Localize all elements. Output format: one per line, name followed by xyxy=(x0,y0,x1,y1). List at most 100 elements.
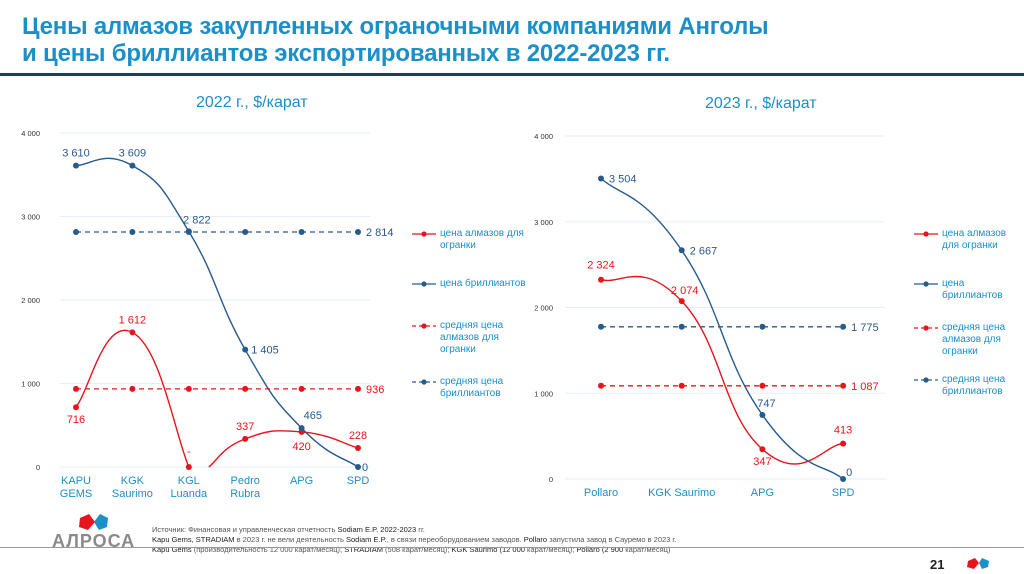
data-label: 0 xyxy=(846,467,852,479)
legend-2022: цена алмазов для огранки цена бриллиантов… xyxy=(412,228,537,400)
chart-2022-title: 2022 г., $/карат xyxy=(196,94,308,111)
footnote-text: карат/месяц) xyxy=(623,545,671,554)
legend-item: средняя цена алмазов для огранки xyxy=(914,322,1019,358)
legend-item: цена алмазов для огранки xyxy=(914,228,1019,252)
footnote-text: в 2023 г. не вели деятельность xyxy=(234,535,346,544)
data-label: 2 324 xyxy=(587,260,615,272)
data-point xyxy=(678,298,685,305)
legend-label: цена алмазов для огранки xyxy=(942,228,1007,251)
y-tick-label: 3 000 xyxy=(21,213,40,222)
data-point xyxy=(840,382,847,389)
data-label: 747 xyxy=(757,398,775,410)
data-label: 1 405 xyxy=(251,345,279,357)
y-tick-label: 0 xyxy=(549,475,553,484)
data-label: 2 667 xyxy=(690,245,718,257)
legend-swatch-icon xyxy=(412,231,436,237)
data-point xyxy=(678,323,685,330)
data-label: 347 xyxy=(753,456,771,468)
footnote-text: (508 карат/месяц); xyxy=(382,545,452,554)
legend-label: средняя цена бриллиантов xyxy=(440,376,504,399)
x-category-label-line: GEMS xyxy=(60,488,92,500)
x-category-label-line: KGK xyxy=(121,475,145,487)
data-point xyxy=(598,323,604,330)
data-point xyxy=(185,385,192,392)
data-label: 337 xyxy=(236,421,254,433)
footnote-text: KGK Saurimo (12 000 xyxy=(451,545,525,554)
x-category-label-line: KAPU xyxy=(61,475,91,487)
footnote-text: STRADIAM xyxy=(344,545,383,554)
data-point xyxy=(73,404,79,411)
footnote-text: Pollaro (2 900 xyxy=(576,545,624,554)
legend-item: цена бриллиантов xyxy=(412,278,537,290)
y-tick-label: 2 000 xyxy=(21,296,40,305)
data-point xyxy=(185,464,192,470)
legend-swatch-icon xyxy=(412,379,436,385)
footnote-line-3: Kapu Gems (производительность 12 000 кар… xyxy=(152,545,676,555)
data-point xyxy=(678,382,685,389)
data-label: - xyxy=(187,446,191,458)
data-point xyxy=(242,229,249,236)
data-point xyxy=(840,476,847,482)
data-label: 228 xyxy=(349,430,367,442)
x-category-label: KGK Saurimo xyxy=(112,475,153,500)
legend-label: средняя цена алмазов для огранки xyxy=(440,320,504,355)
data-point xyxy=(355,444,361,451)
data-point xyxy=(759,446,766,453)
data-point xyxy=(759,382,766,389)
footnote-text: Kapu Gems, STRADIAM xyxy=(152,535,235,544)
footnote-text: Sodiam E.P. 2022-2023 xyxy=(337,525,417,534)
x-category-label-line: Luanda xyxy=(170,488,208,500)
legend-label: средняя цена бриллиантов xyxy=(942,374,1006,397)
series-line xyxy=(208,430,359,468)
page-number: 21 xyxy=(930,557,945,572)
legend-label: средняя цена алмазов для огранки xyxy=(942,322,1006,357)
legend-swatch-icon xyxy=(914,281,938,287)
data-point xyxy=(129,162,136,169)
y-tick-label: 4 000 xyxy=(21,129,40,138)
slide-title: Цены алмазов закупленных ограночными ком… xyxy=(22,13,769,67)
footnote-text: , в связи переоборудованием заводов. xyxy=(386,535,524,544)
data-label: 2 822 xyxy=(183,214,211,226)
footnote-line-2: Kapu Gems, STRADIAM в 2023 г. не вели де… xyxy=(152,535,676,545)
x-category-label-line: Rubra xyxy=(230,488,261,500)
data-point xyxy=(840,440,847,447)
data-point xyxy=(242,385,249,392)
footnote-text: Sodiam E.P. xyxy=(345,535,387,544)
legend-swatch-icon xyxy=(412,281,436,287)
x-category-label: KGL Luanda xyxy=(170,475,208,500)
data-point xyxy=(759,411,766,418)
data-point xyxy=(840,323,847,330)
data-point xyxy=(242,346,249,353)
data-label: 936 xyxy=(366,384,384,396)
x-category-label: APG xyxy=(751,487,774,499)
legend-2023: цена алмазов для огранки цена бриллиантов… xyxy=(914,228,1019,398)
legend-item: цена бриллиантов xyxy=(914,278,1019,302)
legend-item: средняя цена бриллиантов xyxy=(412,376,537,400)
data-label: 0 xyxy=(362,462,368,474)
data-point xyxy=(129,229,136,236)
legend-swatch-icon xyxy=(412,323,436,329)
data-point xyxy=(129,385,136,392)
y-tick-label: 2 000 xyxy=(534,304,553,313)
chart-2023-title: 2023 г., $/карат xyxy=(705,95,817,112)
data-label: 1 775 xyxy=(851,322,879,334)
data-label: 413 xyxy=(834,425,852,437)
data-label: 1 612 xyxy=(119,314,147,326)
legend-item: цена алмазов для огранки xyxy=(412,228,537,252)
y-tick-label: 4 000 xyxy=(534,132,553,141)
legend-label: цена бриллиантов xyxy=(440,278,526,289)
legend-label: цена бриллиантов xyxy=(942,278,1003,301)
footnote-text: Pollaro xyxy=(523,535,548,544)
footnote-text: гг. xyxy=(416,525,425,534)
chart-2023: 0 1 000 2 000 3 000 4 000 Pollaro KGK Saurimo A… xyxy=(534,132,885,499)
legend-label: цена алмазов для огранки xyxy=(440,228,524,251)
title-divider xyxy=(0,73,1024,76)
data-label: 716 xyxy=(67,414,85,426)
data-point xyxy=(73,162,79,169)
data-label: 3 504 xyxy=(609,174,637,186)
footnote-source: Источник: Финансовая и управленческая от… xyxy=(152,525,676,535)
x-category-label: APG xyxy=(290,475,313,487)
title-line-1: Цены алмазов закупленных ограночными ком… xyxy=(22,13,769,40)
